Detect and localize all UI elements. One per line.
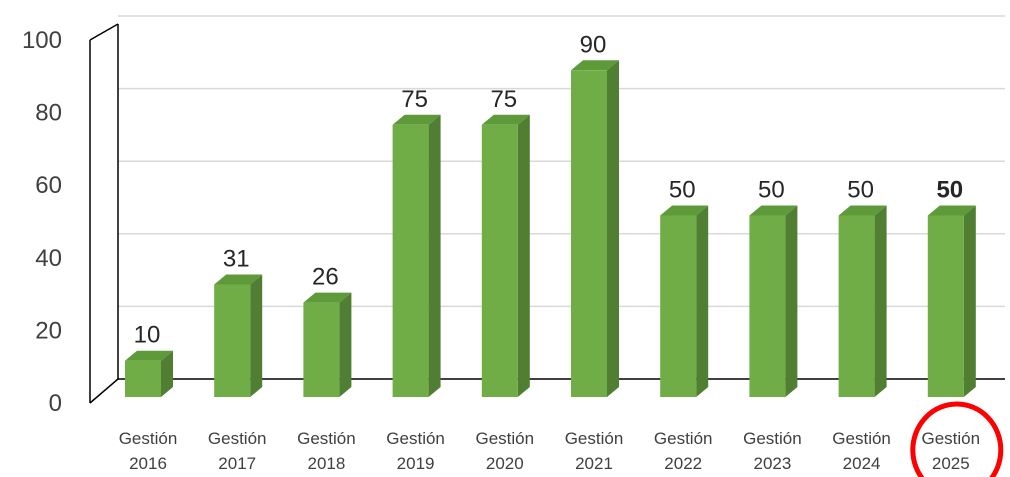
bar-side bbox=[963, 205, 976, 397]
bar-top bbox=[214, 274, 263, 285]
y-tick-label: 40 bbox=[35, 245, 62, 272]
bar-side bbox=[874, 205, 887, 397]
bar-front bbox=[927, 215, 964, 397]
bar bbox=[749, 205, 798, 397]
bar-top bbox=[571, 60, 619, 71]
bar-front bbox=[214, 284, 251, 397]
bar-top bbox=[392, 114, 441, 125]
highlight-circle bbox=[910, 401, 1004, 477]
bars bbox=[125, 60, 976, 398]
bar bbox=[481, 114, 530, 397]
bar bbox=[392, 114, 441, 397]
data-labels: 10 31 26 75 75 90 50 50 50 50 bbox=[134, 31, 964, 348]
bar-side bbox=[339, 292, 352, 397]
x-tick-label: Gestión 2019 bbox=[386, 429, 445, 473]
y-tick-label: 20 bbox=[35, 317, 62, 344]
x-tick-label: Gestión 2024 bbox=[832, 429, 891, 473]
bar bbox=[125, 350, 173, 397]
x-axis-ticks: Gestión 2016 Gestión 2017 Gestión 2018 Gestión… bbox=[119, 429, 980, 473]
data-label: 90 bbox=[580, 31, 607, 58]
data-label: 50 bbox=[758, 177, 785, 204]
bar-top bbox=[927, 205, 976, 216]
bar-side bbox=[517, 114, 530, 397]
bar bbox=[303, 292, 352, 397]
bar-top bbox=[838, 205, 887, 216]
bar-top bbox=[660, 205, 709, 216]
y-tick-label: 60 bbox=[35, 172, 62, 199]
bar-front bbox=[392, 124, 429, 397]
x-tick-label: Gestión 2018 bbox=[297, 429, 356, 473]
data-label: 31 bbox=[223, 245, 250, 272]
bar-top bbox=[749, 205, 798, 216]
bar-top bbox=[481, 114, 530, 125]
bar-side bbox=[696, 205, 709, 397]
bar-front bbox=[303, 302, 340, 397]
wall-top-edge bbox=[89, 23, 119, 41]
data-label: 10 bbox=[134, 322, 161, 349]
bar-front bbox=[125, 360, 161, 397]
data-label: 50 bbox=[936, 177, 963, 204]
data-label: 50 bbox=[669, 177, 696, 204]
y-tick-label: 100 bbox=[22, 27, 62, 54]
x-tick-label: Gestión 2021 bbox=[565, 429, 624, 473]
x-tick-label: Gestión 2025 bbox=[922, 429, 981, 473]
floor-left-edge bbox=[89, 378, 119, 404]
x-tick-label: Gestión 2022 bbox=[654, 429, 713, 473]
x-tick-label: Gestión 2020 bbox=[476, 429, 535, 473]
bar bbox=[660, 205, 709, 397]
y-tick-label: 0 bbox=[49, 390, 62, 417]
data-label: 75 bbox=[490, 86, 517, 113]
bar-side bbox=[785, 205, 798, 397]
data-label: 26 bbox=[312, 264, 339, 291]
highlight-annotation bbox=[910, 401, 1004, 477]
y-axis-ticks: 0 20 40 60 80 100 bbox=[22, 27, 62, 417]
data-label: 75 bbox=[401, 86, 428, 113]
x-tick-label: Gestión 2016 bbox=[119, 429, 178, 473]
bar-side bbox=[161, 350, 173, 397]
bar bbox=[927, 205, 976, 397]
bar-top bbox=[303, 292, 352, 303]
bar-front bbox=[749, 215, 786, 397]
bar-front bbox=[660, 215, 697, 397]
bar-side bbox=[607, 60, 619, 398]
bar-top bbox=[125, 350, 173, 361]
bar-side bbox=[428, 114, 441, 397]
bar-front bbox=[838, 215, 875, 397]
y-tick-label: 80 bbox=[35, 100, 62, 127]
data-label: 50 bbox=[847, 177, 874, 204]
bar-front bbox=[481, 124, 518, 397]
bar-side bbox=[250, 274, 263, 397]
bar bbox=[571, 60, 619, 398]
x-tick-label: Gestión 2017 bbox=[208, 429, 267, 473]
bar bbox=[214, 274, 263, 397]
bar-front bbox=[571, 70, 607, 398]
x-tick-label: Gestión 2023 bbox=[743, 429, 802, 473]
bar bbox=[838, 205, 887, 397]
